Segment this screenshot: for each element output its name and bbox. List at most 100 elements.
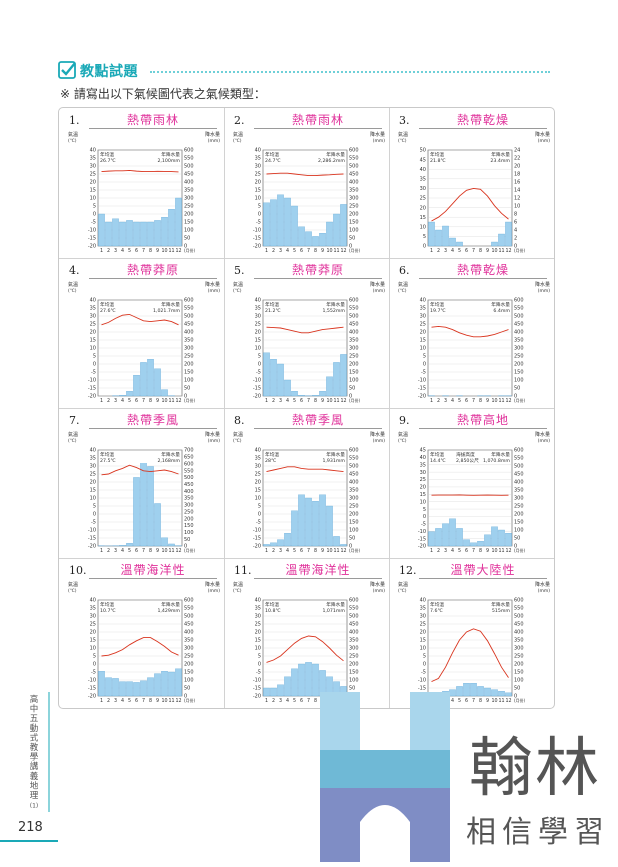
rain-tick-label: 50 (514, 536, 520, 542)
temp-tick-label: 30 (255, 614, 261, 620)
month-tick-label: 9 (321, 248, 324, 254)
rain-bar (263, 352, 270, 397)
month-tick-label: 2 (272, 698, 275, 704)
rain-bar (263, 544, 270, 547)
rain-bar (277, 194, 284, 247)
month-tick-label: 2 (107, 698, 110, 704)
month-tick-label: 3 (279, 698, 282, 704)
climate-chart-8: 8. 熱帶季風 氣溫 (℃) 降水量 (mm) 40 35 30 25 20 15 10 5 0 -5 -10-… (224, 408, 389, 558)
month-tick-label: 3 (279, 248, 282, 254)
month-tick-label: 2 (272, 248, 275, 254)
temperature-line (431, 187, 509, 222)
annual-rain-value: 515mm (492, 608, 511, 614)
temp-tick-label: 15 (90, 488, 96, 494)
rain-tick-label: 0 (514, 544, 517, 550)
rain-tick-label: 600 (184, 598, 194, 604)
rain-tick-label: 500 (184, 164, 194, 170)
temp-tick-label: 0 (423, 662, 426, 668)
annual-rain-label: 年降水量 (161, 451, 180, 458)
rain-tick-label: 16 (514, 180, 520, 186)
temp-tick-label: 30 (255, 464, 261, 470)
temp-tick-label: -5 (256, 520, 261, 526)
rain-tick-label: 550 (184, 156, 194, 162)
temp-unit: (℃) (233, 138, 242, 144)
temp-tick-label: -15 (88, 686, 96, 692)
month-tick-label: 10 (491, 248, 497, 254)
rain-tick-label: 300 (514, 496, 524, 502)
rain-tick-label: 500 (184, 475, 194, 481)
month-tick-label: 7 (472, 248, 475, 254)
temp-tick-label: -15 (88, 386, 96, 392)
rain-bar (140, 452, 147, 547)
rain-bar (270, 199, 277, 247)
rain-bar (326, 376, 333, 397)
temp-tick-label: -5 (91, 670, 96, 676)
info-box (429, 151, 511, 163)
month-tick-label: 9 (156, 398, 159, 404)
rain-tick-label: 150 (184, 220, 194, 226)
avg-temp-label: 年均溫 (265, 601, 279, 608)
temp-unit-label: 氣溫 (398, 581, 408, 588)
rain-bar (298, 663, 305, 697)
month-tick-label: 4 (121, 548, 124, 554)
chart-number: 5. (234, 264, 245, 277)
month-tick-label: 5 (128, 248, 131, 254)
rain-tick-label: 100 (514, 528, 524, 534)
temperature-line (266, 326, 344, 334)
rain-bar (98, 213, 105, 247)
rain-tick-label: 250 (514, 654, 524, 660)
month-tick-label: 11 (498, 698, 504, 704)
month-tick-label: 8 (479, 398, 482, 404)
temp-tick-label: 15 (420, 638, 426, 644)
month-tick-label: 12 (505, 248, 511, 254)
rain-tick-label: 600 (184, 298, 194, 304)
info-box (99, 601, 181, 613)
month-tick-label: 11 (498, 548, 504, 554)
month-tick-label: 6 (135, 698, 138, 704)
rain-bar (340, 354, 347, 397)
temp-tick-label: -10 (88, 528, 96, 534)
temp-tick-label: -5 (91, 220, 96, 226)
rain-bar (133, 375, 140, 397)
month-tick-label: 6 (300, 698, 303, 704)
rain-bar (270, 359, 277, 397)
rain-unit-label: 降水量 (535, 581, 550, 588)
month-tick-label: 5 (458, 248, 461, 254)
rain-bar (484, 687, 491, 697)
temp-tick-label: -10 (88, 678, 96, 684)
rain-tick-label: 0 (514, 244, 517, 250)
rain-tick-label: 350 (514, 638, 524, 644)
rain-tick-label: 500 (514, 314, 524, 320)
rain-tick-label: 150 (514, 670, 524, 676)
info-box (99, 301, 181, 313)
rain-bar (449, 518, 456, 547)
month-tick-label: 8 (314, 248, 317, 254)
info-box (429, 601, 511, 613)
temp-unit: (℃) (68, 588, 77, 594)
rain-tick-label: 50 (184, 236, 190, 242)
month-tick-label: 3 (114, 548, 117, 554)
avg-temp-label: 年均溫 (100, 451, 114, 458)
rain-tick-label: 300 (184, 346, 194, 352)
rain-unit: (mm) (373, 588, 386, 594)
rain-bar (147, 221, 154, 247)
month-tick-label: 7 (472, 548, 475, 554)
avg-temp-label: 年均溫 (265, 151, 279, 158)
month-tick-label: 9 (486, 398, 489, 404)
rain-tick-label: 150 (349, 220, 359, 226)
rain-bar (154, 368, 161, 397)
month-tick-label: 3 (114, 398, 117, 404)
temp-tick-label: 25 (90, 172, 96, 178)
rain-tick-label: 400 (349, 630, 359, 636)
temp-tick-label: 20 (420, 205, 426, 211)
temp-tick-label: 20 (420, 630, 426, 636)
rain-tick-label: 450 (349, 172, 359, 178)
temp-tick-label: 10 (420, 346, 426, 352)
temp-tick-label: 20 (90, 330, 96, 336)
temp-unit: (℃) (398, 438, 407, 444)
temperature-line (266, 172, 344, 177)
rain-tick-label: 50 (349, 536, 355, 542)
temp-unit: (℃) (233, 288, 242, 294)
rain-bar (428, 221, 435, 247)
rain-tick-label: 250 (184, 509, 194, 515)
